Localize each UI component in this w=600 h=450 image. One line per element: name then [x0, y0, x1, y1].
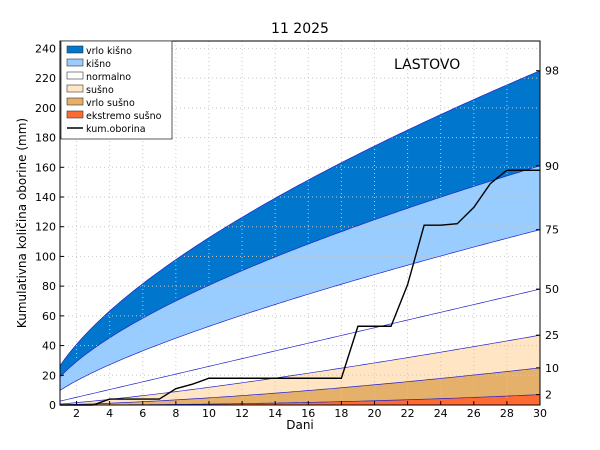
y-tick-label-0: 0	[49, 399, 56, 412]
legend-label-6: kum.oborina	[86, 124, 146, 135]
series-line-0	[60, 169, 540, 406]
x-tick-label-3: 8	[172, 407, 179, 420]
legend-label-5: ekstremo sušno	[86, 111, 162, 122]
x-tick-label-1: 4	[106, 407, 113, 420]
percentile-curve-p10	[59, 367, 541, 406]
legend-label-0: vrlo kišno	[86, 46, 132, 57]
x-tick-label-11: 24	[434, 407, 448, 420]
x-tick-label-8: 18	[334, 407, 348, 420]
band-3	[60, 335, 540, 405]
x-tick-label-9: 20	[367, 407, 381, 420]
percentile-tick-label-2: 75	[545, 224, 559, 237]
percentile-curve-p90	[59, 165, 541, 378]
legend-label-1: kišno	[86, 59, 111, 70]
x-axis-ticks: 2 4 6 8 10 12 14 16 18 20 22 24 26 28 30	[73, 401, 547, 420]
grid-lines	[60, 41, 541, 406]
legend-swatch-1	[66, 58, 84, 67]
legend-label-2: normalno	[86, 72, 131, 83]
x-tick-label-2: 6	[139, 407, 146, 420]
percentile-tick-label-1: 90	[545, 160, 559, 173]
plot-frame	[59, 40, 541, 406]
x-tick-label-7: 16	[301, 407, 315, 420]
data-series	[60, 169, 540, 406]
y-tick-label-4: 80	[42, 280, 56, 293]
band-4	[60, 367, 540, 405]
percentile-tick-label-0: 98	[545, 65, 559, 78]
percentile-curve-p75	[59, 229, 541, 391]
legend-swatch-4	[66, 97, 84, 106]
y-tick-label-12: 240	[35, 42, 56, 55]
x-tick-label-12: 26	[467, 407, 481, 420]
percentile-curve-p98	[59, 70, 541, 366]
percentile-curve-p50	[59, 288, 541, 402]
legend-swatch-0	[66, 45, 84, 54]
x-tick-label-5: 12	[235, 407, 249, 420]
percentile-curve-p25	[59, 334, 541, 405]
chart-title: 11 2025	[271, 21, 329, 37]
legend-label-4: vrlo sušno	[86, 98, 135, 109]
y-tick-label-9: 180	[35, 132, 56, 145]
legend-swatch-3	[66, 84, 84, 93]
y-axis-label: Kumulativna količina oborine (mm)	[15, 118, 29, 328]
legend-swatch-5	[66, 110, 84, 119]
y-tick-label-6: 120	[35, 221, 56, 234]
x-tick-label-14: 30	[533, 407, 547, 420]
band-2	[60, 229, 540, 405]
x-tick-label-0: 2	[73, 407, 80, 420]
y-tick-label-11: 220	[35, 72, 56, 85]
band-0	[60, 70, 540, 377]
band-5	[60, 394, 540, 405]
percentile-curves	[59, 70, 541, 406]
percentile-tick-label-5: 10	[545, 362, 559, 375]
y-tick-label-2: 40	[42, 340, 56, 353]
y-tick-label-3: 60	[42, 310, 56, 323]
percentile-ticks: 98 90 75 50 25 10 2	[536, 65, 559, 402]
legend: vrlo kišno kišno normalno sušno vrlo sušno ek…	[60, 40, 173, 140]
percentile-bands	[60, 70, 540, 405]
y-tick-label-8: 160	[35, 161, 56, 174]
y-tick-label-1: 20	[42, 369, 56, 382]
y-tick-label-10: 200	[35, 102, 56, 115]
x-tick-label-6: 14	[268, 407, 282, 420]
band-1	[60, 165, 540, 391]
x-axis-label: Dani	[286, 418, 314, 432]
y-tick-label-5: 100	[35, 250, 56, 263]
x-tick-label-13: 28	[500, 407, 514, 420]
percentile-tick-label-4: 25	[545, 329, 559, 342]
legend-swatch-2	[66, 71, 84, 80]
percentile-tick-label-3: 50	[545, 283, 559, 296]
station-label: LASTOVO	[394, 57, 460, 73]
y-axis-ticks: 0 20 40 60 80 100 120 140 160 180 200 220 240	[35, 42, 64, 412]
x-tick-label-4: 10	[202, 407, 216, 420]
x-tick-label-10: 22	[401, 407, 415, 420]
y-tick-label-7: 140	[35, 191, 56, 204]
legend-label-3: sušno	[86, 85, 114, 96]
percentile-tick-label-6: 2	[545, 389, 552, 402]
